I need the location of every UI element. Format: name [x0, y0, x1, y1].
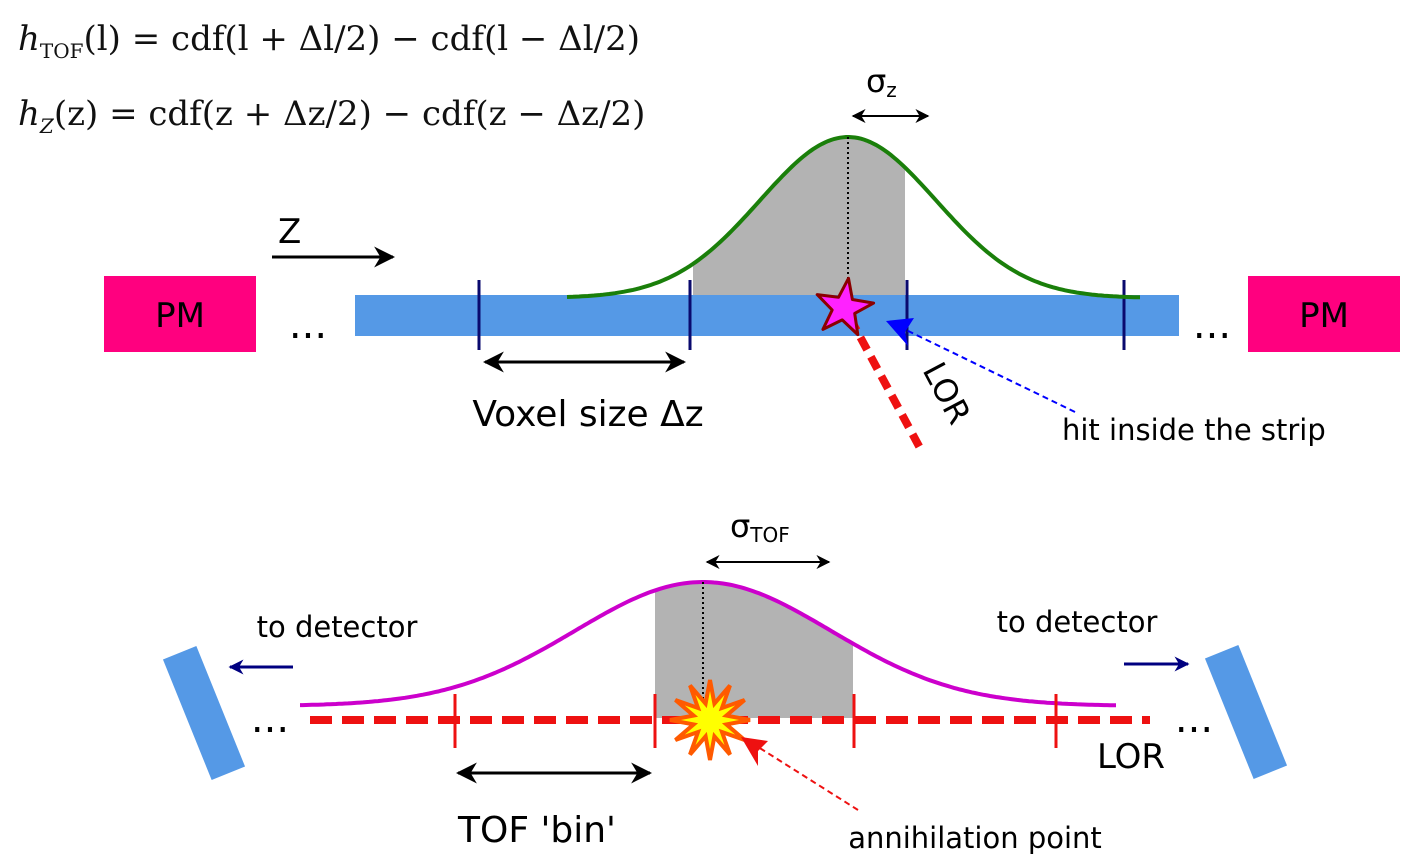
- sigma-tof-label: σTOF: [730, 507, 790, 547]
- annihilation-pointer-arrowhead: [741, 737, 768, 766]
- pm-right-label: PM: [1299, 296, 1349, 336]
- top-lor-line: [846, 316, 924, 450]
- equation-tof: hTOF(l) = cdf(l + Δl/2) − cdf(l − Δl/2): [18, 19, 640, 63]
- detector-left: [162, 645, 246, 781]
- bottom-lor-label: LOR: [1097, 737, 1165, 777]
- top-ellipsis-left: ...: [289, 302, 327, 348]
- pm-right-box: [1248, 276, 1400, 352]
- annihilation-label: annihilation point: [848, 821, 1102, 855]
- pm-left-box: [104, 276, 256, 352]
- z-axis-label: Z: [278, 212, 301, 252]
- bottom-ellipsis-left: ...: [251, 696, 289, 742]
- tof-gaussian-curve: [300, 580, 1116, 708]
- z-gaussian-curve: [566, 135, 1140, 300]
- top-lor-label: LOR: [915, 356, 979, 430]
- tof-bin-shaded-area: [655, 582, 853, 718]
- sigma-z-label: σz: [866, 62, 897, 102]
- top-voxel-shaded-area: [693, 137, 905, 300]
- hit-pointer-arrowhead: [886, 318, 914, 346]
- to-detector-left-label: to detector: [257, 610, 418, 644]
- annihilation-burst-icon: [669, 679, 751, 761]
- equation-z: hZ(z) = cdf(z + Δz/2) − cdf(z − Δz/2): [18, 94, 645, 138]
- detector-right: [1204, 644, 1288, 780]
- voxel-size-label: Voxel size Δz: [472, 394, 703, 435]
- scintillator-strip: [355, 295, 1179, 336]
- hit-star-icon: [815, 276, 876, 337]
- bottom-ellipsis-right: ...: [1175, 696, 1213, 742]
- top-ellipsis-right: ...: [1193, 302, 1231, 348]
- pm-left-label: PM: [155, 296, 205, 336]
- hit-pointer-line: [899, 326, 1076, 413]
- hit-label: hit inside the strip: [1062, 413, 1326, 447]
- annihilation-pointer-line: [754, 744, 859, 811]
- to-detector-right-label: to detector: [997, 605, 1158, 639]
- tof-bin-label: TOF 'bin': [457, 810, 616, 851]
